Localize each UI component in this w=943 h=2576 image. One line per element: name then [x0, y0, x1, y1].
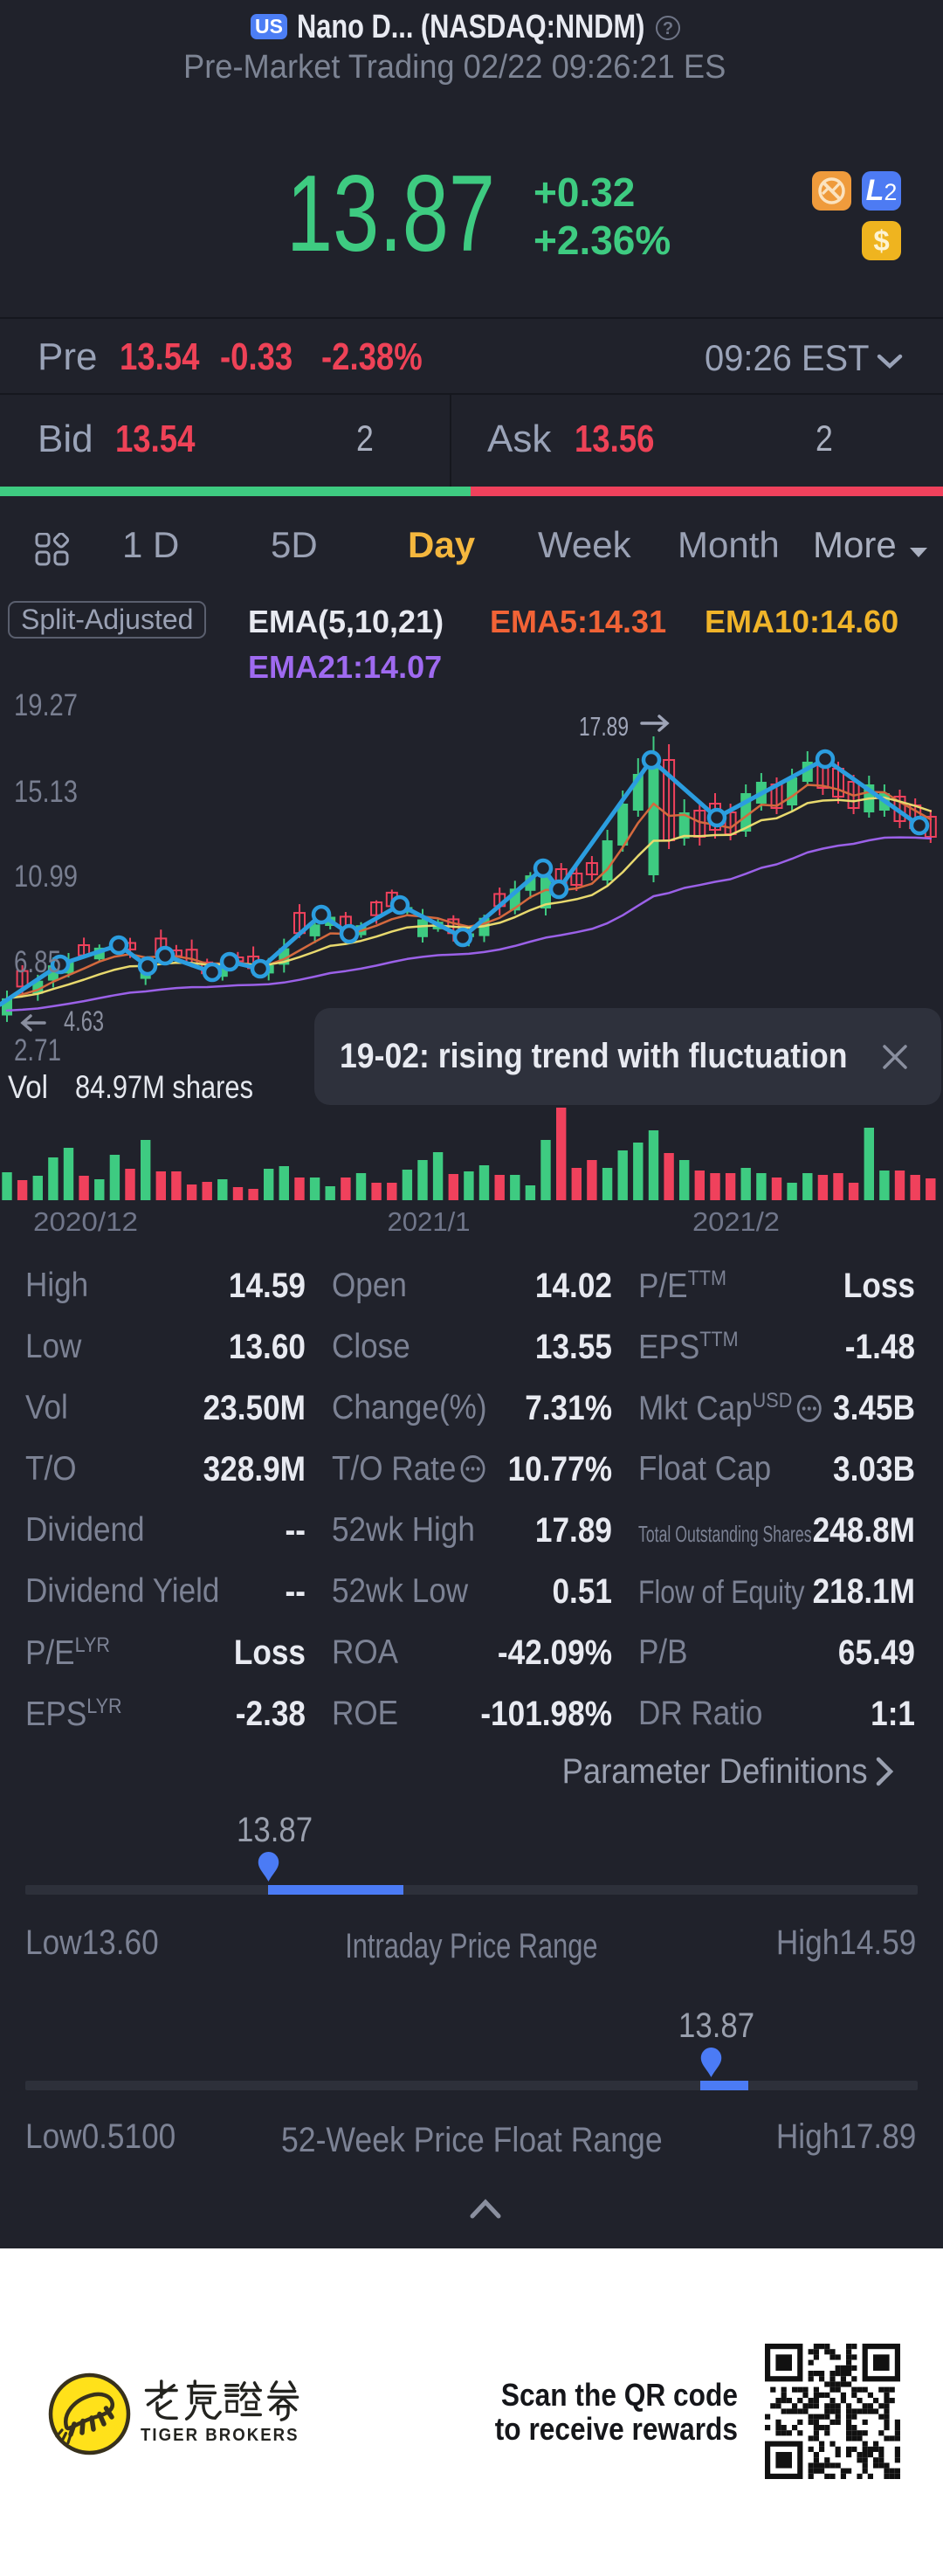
- svg-text:19.27: 19.27: [14, 688, 78, 722]
- svg-text:10.99: 10.99: [14, 860, 78, 894]
- svg-text:2021/1: 2021/1: [388, 1206, 471, 1237]
- svg-text:15.13: 15.13: [14, 775, 78, 809]
- svg-text:2020/12: 2020/12: [33, 1206, 138, 1237]
- svg-text:Vol: Vol: [8, 1069, 48, 1105]
- svg-text:17.89: 17.89: [579, 711, 629, 742]
- svg-text:4.63: 4.63: [64, 1005, 104, 1037]
- svg-text:2021/2: 2021/2: [692, 1206, 780, 1237]
- svg-text:2.71: 2.71: [14, 1033, 61, 1067]
- svg-text:84.97M shares: 84.97M shares: [75, 1069, 253, 1105]
- svg-text:6.85: 6.85: [14, 945, 61, 979]
